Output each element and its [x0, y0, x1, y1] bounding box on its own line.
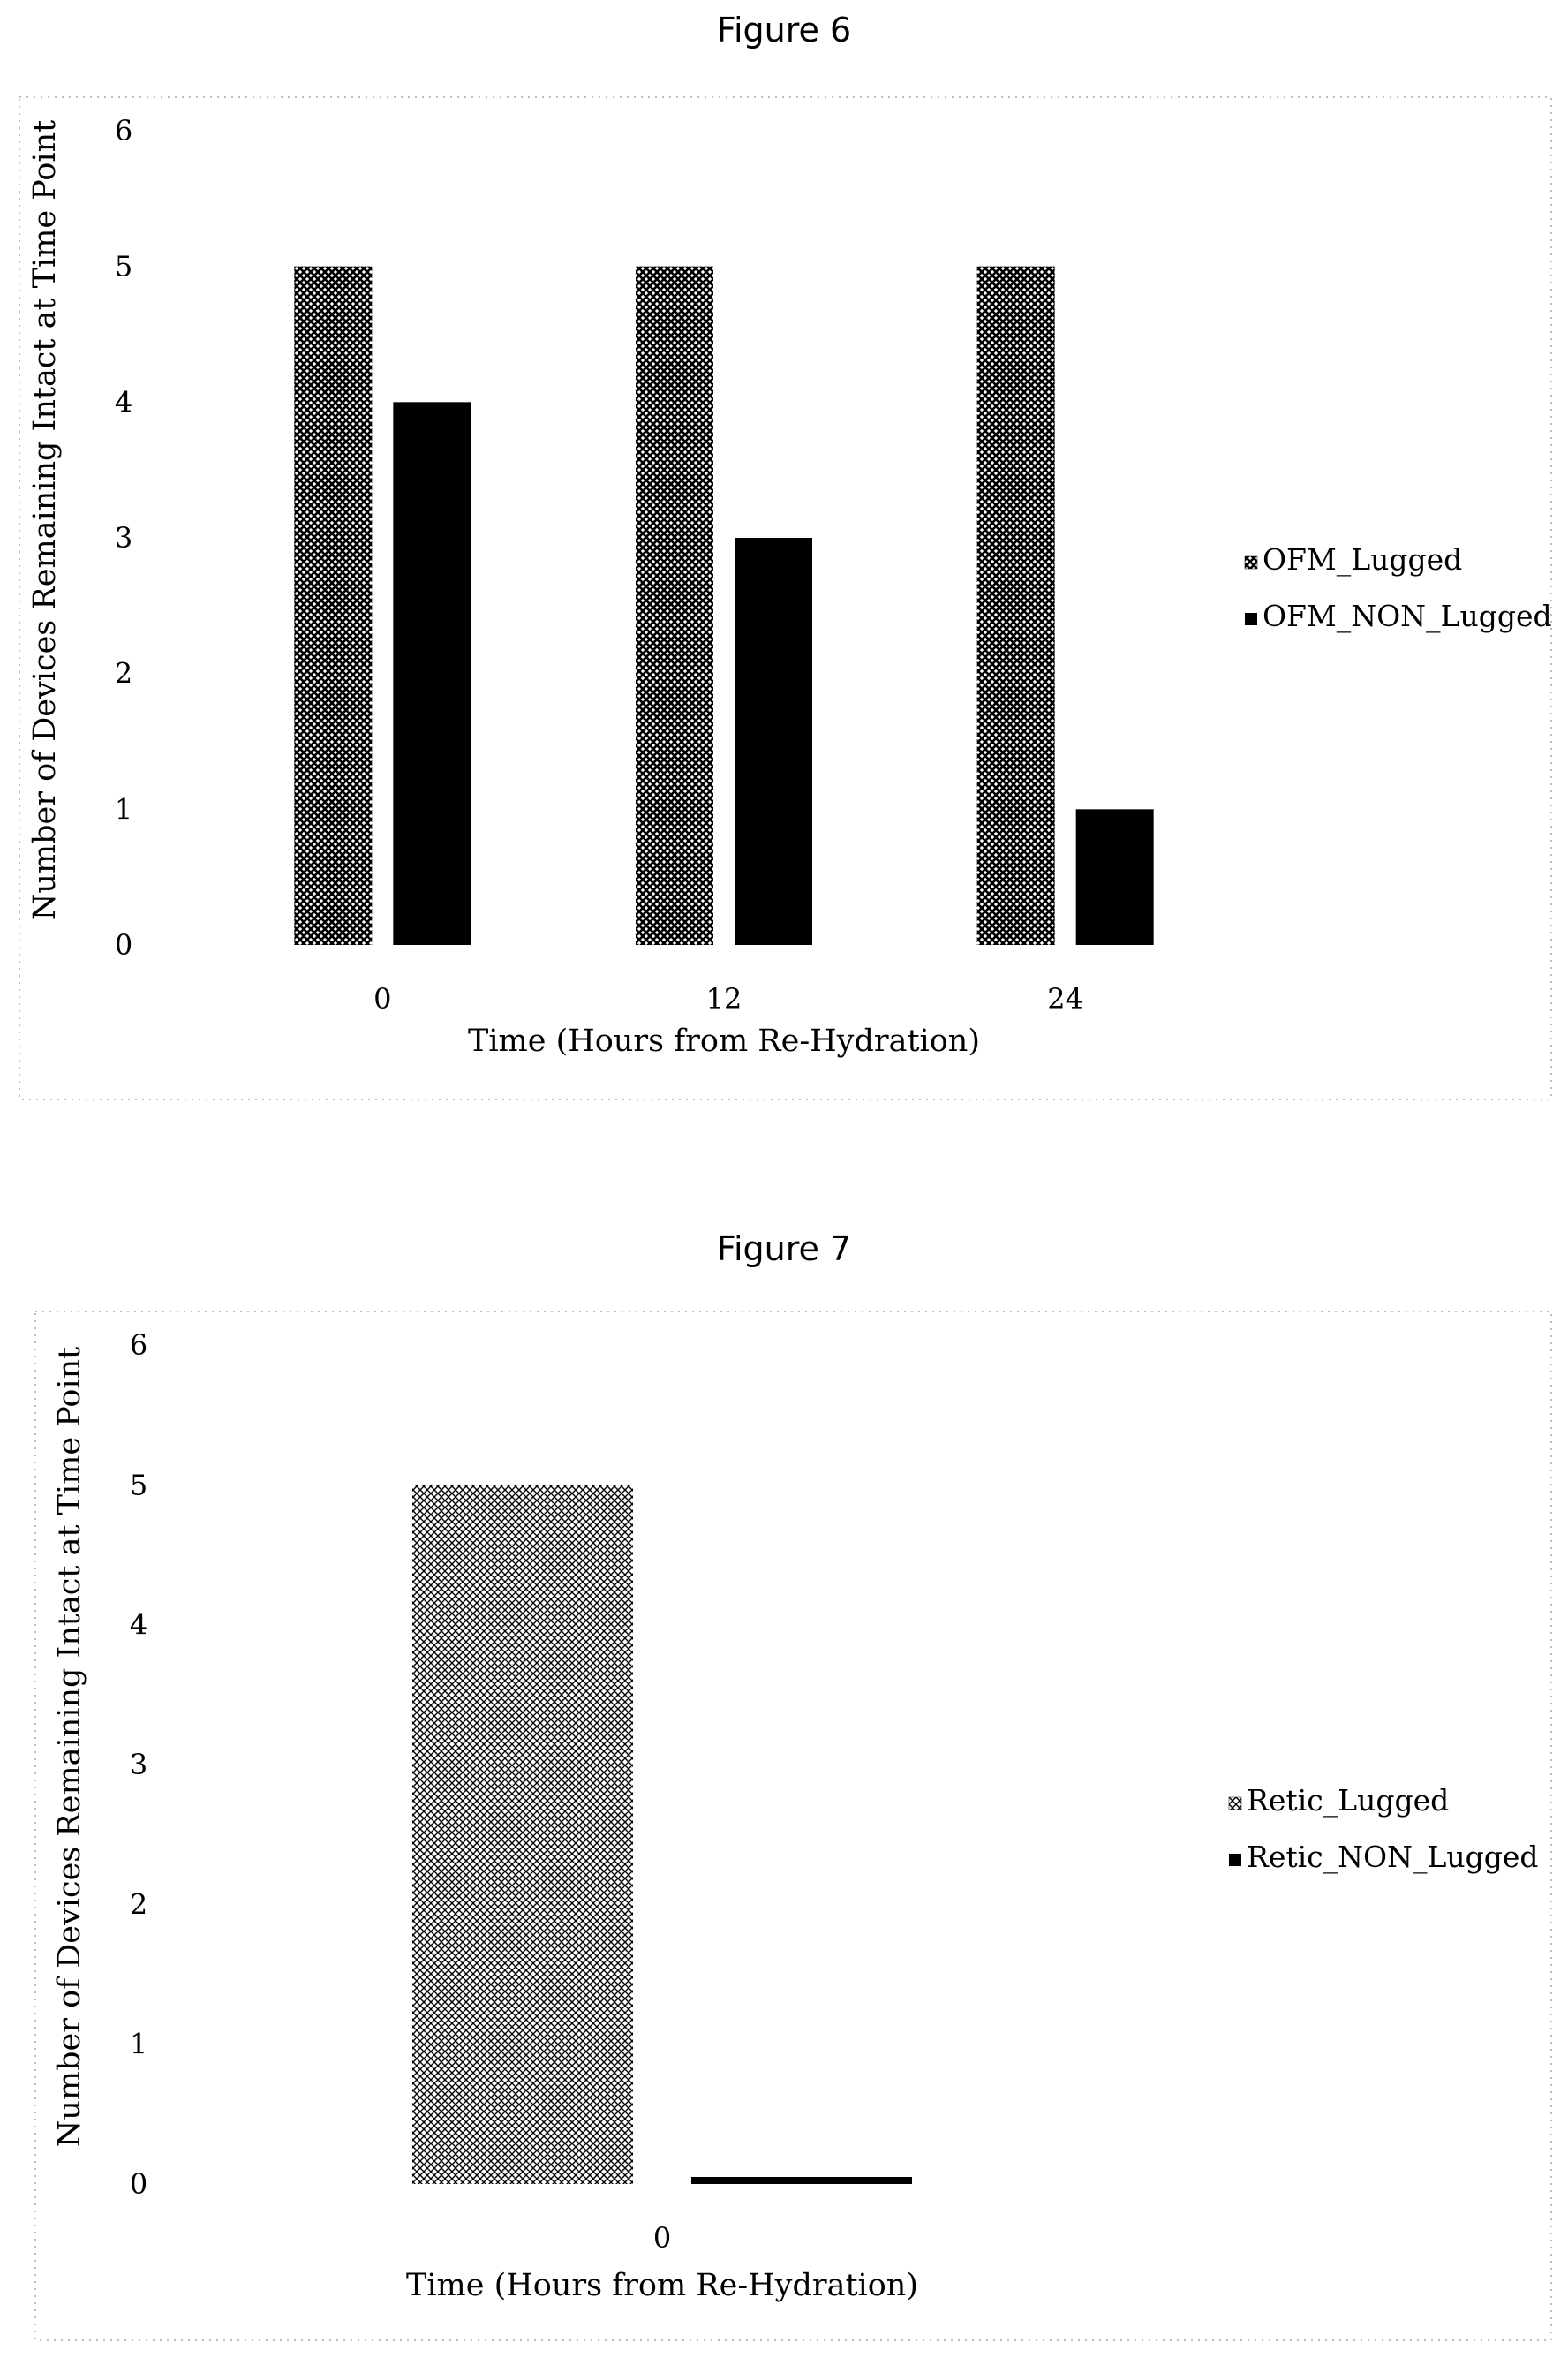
y-tick-label: 2: [130, 1887, 147, 1921]
y-tick-label: 2: [115, 657, 132, 691]
y-tick-label: 4: [130, 1608, 147, 1642]
legend-label: OFM_Lugged: [1263, 542, 1462, 578]
x-tick-label: 12: [706, 982, 743, 1016]
y-tick-label: 6: [115, 114, 132, 147]
y-tick-label: 3: [115, 521, 132, 555]
figure-6-title: Figure 6: [716, 11, 852, 49]
x-tick-label: 0: [653, 2221, 671, 2255]
y-tick-label: 0: [130, 2167, 147, 2201]
legend-label: Retic_Lugged: [1247, 1783, 1449, 1818]
y-tick-label: 1: [130, 2028, 147, 2061]
x-tick-label: 0: [373, 982, 391, 1016]
x-axis-title: Time (Hours from Re-Hydration): [468, 1024, 980, 1059]
y-tick-label: 1: [115, 792, 132, 826]
y-tick-label: 0: [115, 928, 132, 962]
figure-7-title: Figure 7: [716, 1229, 852, 1268]
legend-swatch: [1245, 613, 1257, 625]
legend-label: Retic_NON_Lugged: [1247, 1840, 1539, 1875]
legend-swatch: [1244, 555, 1258, 570]
legend-label: OFM_NON_Lugged: [1263, 599, 1552, 634]
chart-frame: [19, 96, 1552, 1100]
bar-ofm-lugged: [976, 266, 1055, 945]
bar-retic-lugged: [412, 1485, 633, 2184]
y-axis-title: Number of Devices Remaining Intact at Ti…: [27, 120, 63, 920]
legend-swatch: [1228, 1796, 1242, 1810]
bar-ofm-lugged: [294, 266, 373, 945]
chart-frame: [34, 1311, 1552, 2341]
x-tick-label: 24: [1047, 982, 1083, 1016]
figure-7-chart: 0 1 2 3 4 5 6 0 Time (Hours from Re-Hydration) Nu…: [34, 1311, 1552, 2341]
bar-ofm-non-lugged: [735, 538, 812, 945]
y-tick-label: 3: [130, 1748, 147, 1781]
bar-ofm-lugged: [636, 266, 713, 945]
bar-ofm-non-lugged: [393, 402, 471, 945]
y-tick-label: 5: [130, 1468, 147, 1501]
bar-retic-non-lugged: [691, 2177, 912, 2184]
y-tick-label: 4: [115, 385, 132, 419]
bar-ofm-non-lugged: [1075, 809, 1154, 945]
y-tick-label: 5: [115, 250, 132, 283]
legend-swatch: [1229, 1854, 1241, 1866]
x-axis-title: Time (Hours from Re-Hydration): [406, 2268, 918, 2303]
y-axis-title: Number of Devices Remaining Intact at Ti…: [52, 1347, 87, 2147]
y-tick-label: 6: [130, 1328, 147, 1362]
